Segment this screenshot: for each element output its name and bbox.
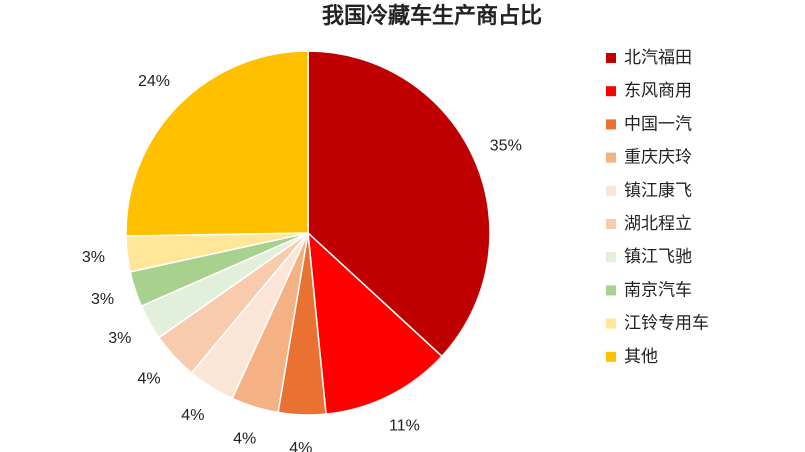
legend-label: 中国一汽: [624, 114, 692, 134]
legend-swatch: [606, 119, 616, 130]
legend-label: 湖北程立: [624, 214, 692, 234]
data-label: 3%: [82, 249, 105, 266]
legend-swatch: [606, 285, 616, 296]
legend-label: 江铃专用车: [624, 314, 709, 334]
pie-slice: [125, 50, 309, 237]
legend-swatch: [606, 252, 616, 263]
legend-label: 镇江飞驰: [624, 247, 692, 267]
legend-swatch: [606, 86, 616, 97]
data-label: 3%: [91, 291, 114, 308]
data-label: 35%: [490, 137, 522, 154]
legend-swatch: [606, 53, 616, 63]
data-label: 4%: [233, 431, 256, 448]
chart-title: 我国冷藏车生产商占比: [322, 3, 542, 29]
legend-swatch: [606, 318, 616, 329]
legend-label: 北汽福田: [624, 48, 692, 68]
legend-swatch: [606, 185, 616, 196]
data-label: 3%: [108, 330, 131, 347]
data-label: 24%: [138, 73, 170, 90]
legend-label: 其他: [624, 347, 658, 367]
pie-slice: [307, 50, 491, 358]
data-label: 4%: [289, 440, 312, 452]
pie-slice: [307, 231, 443, 415]
data-label: 4%: [181, 407, 204, 424]
legend-label: 东风商用: [624, 81, 692, 101]
legend-label: 镇江康飞: [624, 181, 692, 201]
legend-swatch: [606, 152, 616, 163]
data-label: 4%: [138, 371, 161, 388]
legend-label: 重庆庆玲: [624, 148, 692, 168]
data-label: 11%: [389, 417, 420, 434]
legend-swatch: [606, 351, 616, 362]
legend-swatch: [606, 219, 616, 229]
legend-label: 南京汽车: [624, 280, 692, 300]
